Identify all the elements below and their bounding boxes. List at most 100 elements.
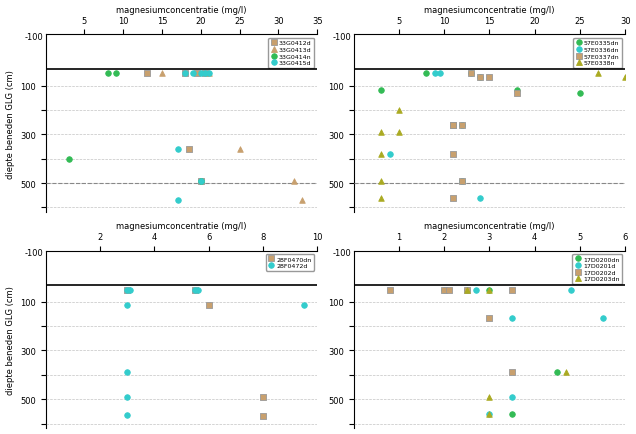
Point	[552, 369, 562, 376]
33G0415d	[188, 71, 198, 78]
Point	[462, 286, 472, 293]
17D0202d	[385, 286, 395, 293]
Point	[196, 178, 206, 185]
Point	[457, 122, 467, 129]
17D0201d	[507, 314, 517, 321]
Point	[196, 178, 206, 185]
Point	[457, 122, 467, 129]
Legend: 33G0412d, 33G0413d, 33G0414n, 33G0415d: 33G0412d, 33G0413d, 33G0414n, 33G0415d	[268, 39, 314, 69]
Point	[376, 178, 386, 185]
Legend: 28F0470dn, 28F0472d: 28F0470dn, 28F0472d	[266, 254, 314, 271]
Point	[376, 195, 386, 202]
Point	[172, 197, 183, 204]
Point	[475, 195, 485, 202]
Point	[448, 122, 459, 129]
Point	[64, 156, 74, 163]
Point	[507, 393, 517, 400]
Title: magnesiumconcentratie (mg/l): magnesiumconcentratie (mg/l)	[116, 221, 247, 230]
Point	[620, 75, 630, 82]
17D0203dn	[462, 286, 472, 293]
Point	[507, 369, 517, 376]
17D0203dn	[484, 286, 494, 293]
28F0472d	[193, 286, 203, 293]
33G0413d	[157, 71, 167, 78]
Point	[122, 411, 132, 418]
17D0202d	[439, 286, 449, 293]
Point	[172, 146, 183, 153]
33G0412d	[180, 71, 190, 78]
Point	[289, 178, 299, 185]
Point	[448, 122, 459, 129]
Point	[122, 302, 132, 309]
33G0415d	[196, 71, 206, 78]
Point	[457, 178, 467, 185]
17D0200dn	[484, 286, 494, 293]
57E0335dn	[421, 71, 431, 78]
Point	[204, 302, 214, 309]
Point	[258, 393, 268, 400]
Legend: 17D0200dn, 17D0201d, 17D0202d, 17D0203dn: 17D0200dn, 17D0201d, 17D0202d, 17D0203dn	[572, 254, 622, 284]
Point	[484, 411, 494, 418]
57E0338n	[394, 129, 404, 136]
Point	[376, 129, 386, 136]
17D0200dn	[462, 286, 472, 293]
33G0414n	[102, 71, 113, 78]
57E0335dn	[376, 88, 386, 95]
28F0470dn	[122, 286, 132, 293]
33G0413d	[204, 71, 214, 78]
Point	[448, 122, 459, 129]
Point	[457, 122, 467, 129]
Point	[484, 314, 494, 321]
57E0337dn	[511, 90, 522, 97]
33G0414n	[111, 71, 121, 78]
Point	[511, 88, 522, 95]
28F0472d	[122, 286, 132, 293]
Point	[376, 151, 386, 158]
33G0415d	[180, 71, 190, 78]
Text: -100: -100	[24, 33, 43, 42]
57E0336dn	[430, 71, 440, 78]
Point	[196, 178, 206, 185]
Point	[575, 90, 585, 97]
Point	[448, 151, 459, 158]
Point	[235, 146, 245, 153]
17D0202d	[443, 286, 453, 293]
Point	[122, 369, 132, 376]
57E0336dn	[434, 71, 445, 78]
17D0201d	[439, 286, 449, 293]
Point	[484, 411, 494, 418]
Point	[457, 178, 467, 185]
33G0415d	[200, 71, 210, 78]
Point	[457, 178, 467, 185]
17D0202d	[507, 286, 517, 293]
Text: -100: -100	[332, 249, 351, 258]
28F0472d	[125, 286, 135, 293]
Point	[385, 151, 395, 158]
Point	[184, 146, 194, 153]
57E0337dn	[484, 75, 494, 82]
28F0472d	[190, 286, 200, 293]
Text: -100: -100	[24, 249, 43, 258]
57E0335dn	[475, 75, 485, 82]
57E0335dn	[466, 71, 476, 78]
Y-axis label: diepte beneden GLG (cm): diepte beneden GLG (cm)	[6, 286, 15, 394]
17D0201d	[566, 286, 576, 293]
57E0338n	[394, 107, 404, 114]
57E0337dn	[475, 75, 485, 82]
Point	[484, 393, 494, 400]
Point	[507, 411, 517, 418]
Title: magnesiumconcentratie (mg/l): magnesiumconcentratie (mg/l)	[424, 221, 555, 230]
57E0337dn	[466, 71, 476, 78]
Text: -100: -100	[332, 33, 351, 42]
Point	[258, 413, 268, 420]
Title: magnesiumconcentratie (mg/l): magnesiumconcentratie (mg/l)	[424, 6, 555, 14]
Point	[296, 197, 307, 204]
33G0415d	[204, 71, 214, 78]
17D0201d	[471, 286, 481, 293]
33G0412d	[141, 71, 151, 78]
Y-axis label: diepte beneden GLG (cm): diepte beneden GLG (cm)	[6, 70, 15, 178]
Point	[448, 122, 459, 129]
Title: magnesiumconcentratie (mg/l): magnesiumconcentratie (mg/l)	[116, 6, 247, 14]
Point	[122, 393, 132, 400]
Point	[561, 369, 571, 376]
